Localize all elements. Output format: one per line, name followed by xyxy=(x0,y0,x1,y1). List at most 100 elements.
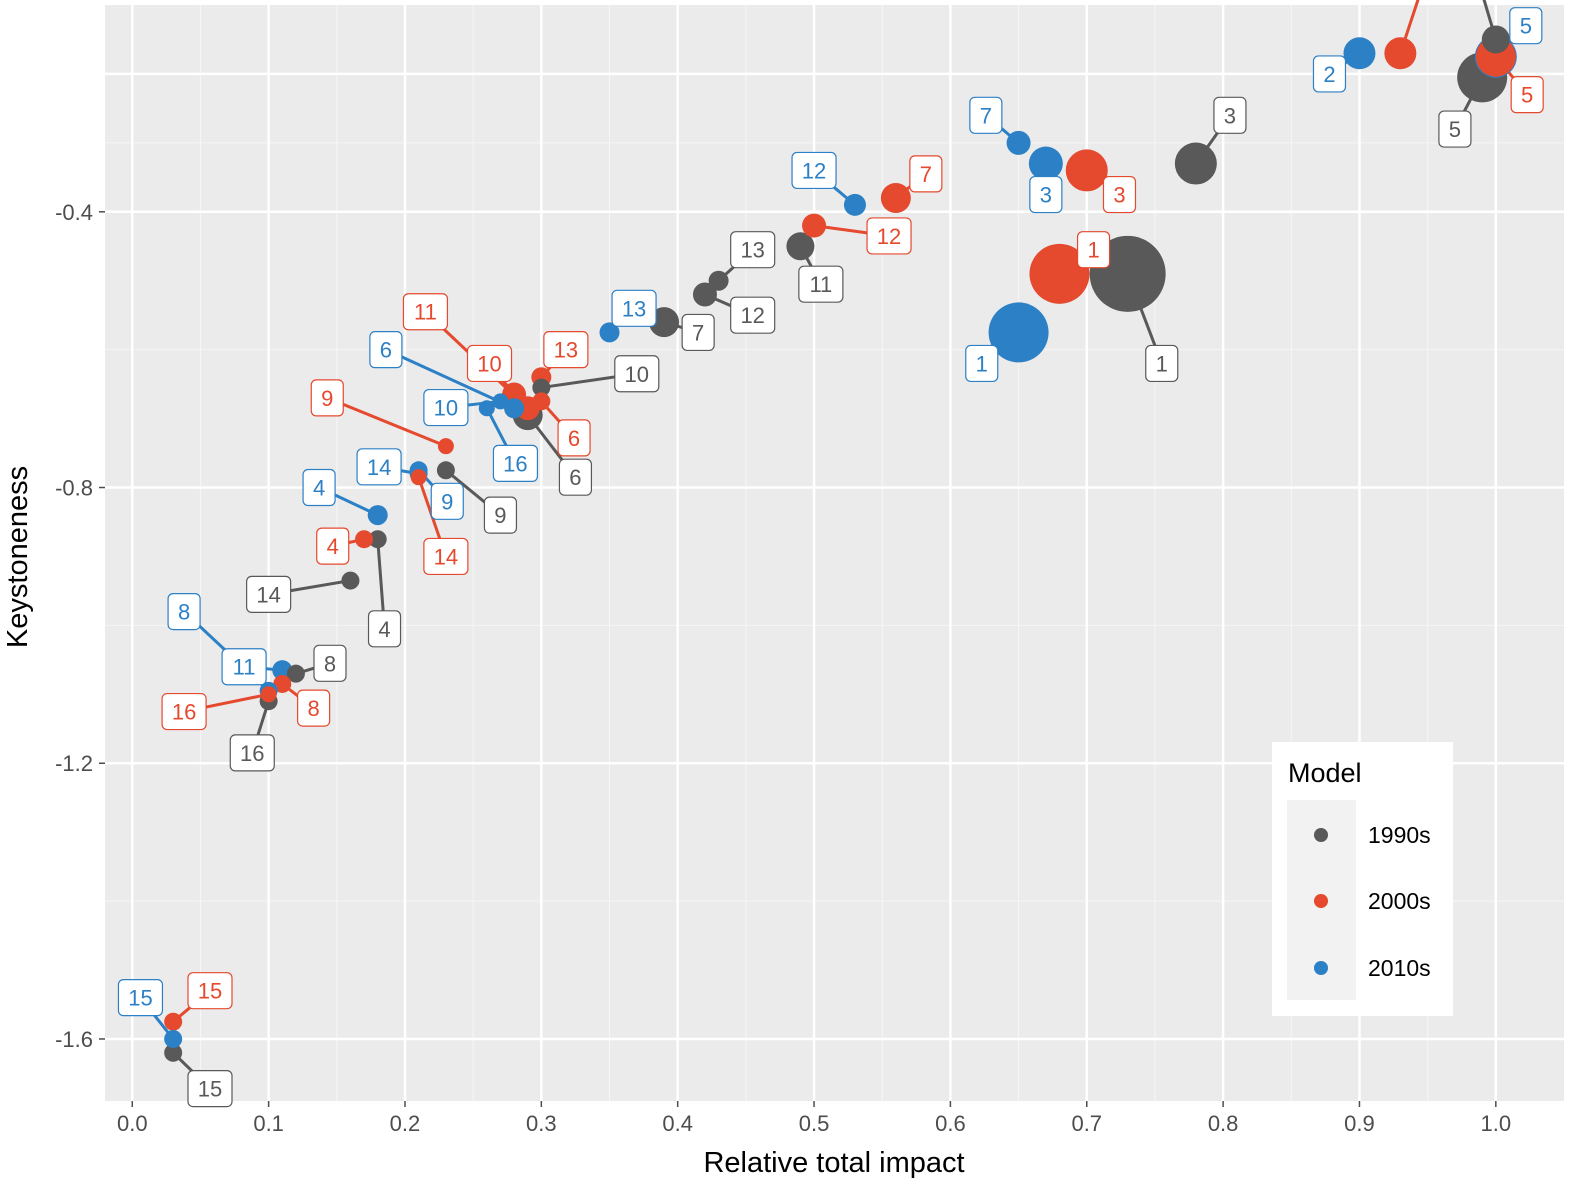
point-1990s-4 xyxy=(368,530,387,549)
point-label-2000s-13: 13 xyxy=(543,331,589,369)
label-box xyxy=(229,734,275,772)
point-1990s-15 xyxy=(164,1043,183,1062)
point-label-2000s-10: 10 xyxy=(466,344,513,383)
x-tick-label: 0.2 xyxy=(390,1111,421,1136)
x-tick-label: 1.0 xyxy=(1481,1111,1512,1136)
leader-line-2000s-9 xyxy=(326,396,447,448)
point-2000s-7 xyxy=(880,183,911,214)
point-2000s-6 xyxy=(532,392,551,411)
point-2010s-3 xyxy=(1028,146,1063,181)
point-1990s-14 xyxy=(341,571,360,590)
point-label-2010s-11: 11 xyxy=(221,648,267,686)
label-text: 1 xyxy=(1156,351,1168,376)
label-box xyxy=(791,151,837,190)
point-label-2010s-16: 16 xyxy=(492,444,539,482)
point-2010s-10 xyxy=(492,393,509,410)
point-2010s-4 xyxy=(367,505,388,526)
label-text: 9 xyxy=(494,503,506,528)
label-box xyxy=(614,355,660,393)
point-label-2000s-16: 16 xyxy=(161,692,207,731)
label-box xyxy=(1029,175,1063,214)
point-label-2000s-15: 15 xyxy=(187,972,233,1010)
label-box xyxy=(302,468,336,507)
point-2010s-12 xyxy=(843,193,866,216)
point-label-2010s-14: 14 xyxy=(356,448,402,486)
label-text: 10 xyxy=(477,351,501,376)
y-tick-label: -0.4 xyxy=(55,200,93,225)
point-label-1990s-8: 8 xyxy=(313,644,347,682)
point-2010s-7 xyxy=(1006,130,1031,155)
label-text: 4 xyxy=(378,617,390,642)
point-label-1990s-3: 3 xyxy=(1213,96,1247,134)
point-label-1990s-14: 14 xyxy=(246,575,292,613)
point-label-2010s-2: 2 xyxy=(1312,55,1347,93)
point-2010s-6 xyxy=(504,398,525,419)
label-text: 6 xyxy=(569,465,581,490)
x-tick-label: 0.5 xyxy=(799,1111,830,1136)
label-box xyxy=(316,527,350,565)
point-2000s-16 xyxy=(260,686,277,703)
point-2010s-13 xyxy=(599,322,620,343)
point-2010s-2 xyxy=(1343,37,1376,70)
label-text: 4 xyxy=(327,534,339,559)
point-label-1990s-7: 7 xyxy=(681,313,715,352)
point-2000s-14 xyxy=(410,469,427,486)
point-2000s-12 xyxy=(802,213,827,238)
point-2000s-2 xyxy=(1384,37,1417,70)
label-text: 10 xyxy=(434,396,458,421)
y-axis: -0.4 -0.8 -1.2 -1.6 xyxy=(55,200,105,1052)
point-label-1990s-1: 1 xyxy=(1145,344,1179,383)
point-label-1990s-5: 5 xyxy=(1438,110,1472,148)
y-tick-label: -1.6 xyxy=(55,1027,93,1052)
label-box xyxy=(1145,344,1179,383)
label-box xyxy=(1312,55,1347,93)
label-box xyxy=(369,331,403,369)
point-label-1990s-4: 4 xyxy=(367,610,402,648)
legend-key-2000s xyxy=(1314,894,1328,908)
x-axis: 0.0 0.1 0.2 0.3 0.4 0.5 0.6 0.7 0.8 0.9 1.0 xyxy=(117,1101,1511,1136)
x-tick-label: 0.3 xyxy=(526,1111,557,1136)
point-label-2010s-12: 12 xyxy=(791,151,837,190)
label-text: 2 xyxy=(1323,62,1335,87)
label-text: 13 xyxy=(622,296,646,321)
label-text: 5 xyxy=(1520,14,1532,39)
point-label-2010s-10: 10 xyxy=(423,388,469,427)
label-text: 6 xyxy=(380,338,392,363)
point-label-1990s-12: 12 xyxy=(730,296,776,334)
label-box xyxy=(483,496,518,534)
point-label-2000s-3: 3 xyxy=(1102,175,1137,214)
label-box xyxy=(367,610,402,648)
label-text: 16 xyxy=(240,741,264,766)
label-text: 15 xyxy=(198,1077,222,1102)
leader-line-2010s-6 xyxy=(385,348,515,410)
label-box xyxy=(492,444,539,482)
label-box xyxy=(1510,76,1544,114)
point-labels: 1234567891011121314151612345678910111213… xyxy=(117,7,1544,1108)
point-label-2010s-15: 15 xyxy=(117,979,164,1017)
point-2000s-8 xyxy=(273,674,292,693)
label-box xyxy=(313,644,347,682)
point-2000s-3 xyxy=(1065,149,1108,192)
label-text: 9 xyxy=(441,489,453,514)
label-box xyxy=(730,231,776,269)
point-label-2010s-7: 7 xyxy=(969,96,1003,134)
label-box xyxy=(1213,96,1247,134)
point-label-2010s-13: 13 xyxy=(611,289,657,327)
label-box xyxy=(246,575,292,613)
y-axis-title: Keystoneness xyxy=(2,466,34,648)
label-box xyxy=(297,689,331,727)
point-label-2010s-5: 5 xyxy=(1509,7,1543,45)
point-2000s-1 xyxy=(1029,243,1090,304)
legend-key-1990s xyxy=(1314,828,1328,842)
label-text: 13 xyxy=(554,338,578,363)
label-box xyxy=(161,692,207,731)
label-box xyxy=(221,648,267,686)
point-2000s-4 xyxy=(355,530,374,549)
label-text: 13 xyxy=(740,238,764,263)
label-box xyxy=(798,265,844,303)
point-1990s-10 xyxy=(532,378,551,397)
point-label-1990s-9: 9 xyxy=(483,496,518,534)
legend-label-1990s: 1990s xyxy=(1368,822,1431,848)
label-box xyxy=(1102,175,1137,214)
